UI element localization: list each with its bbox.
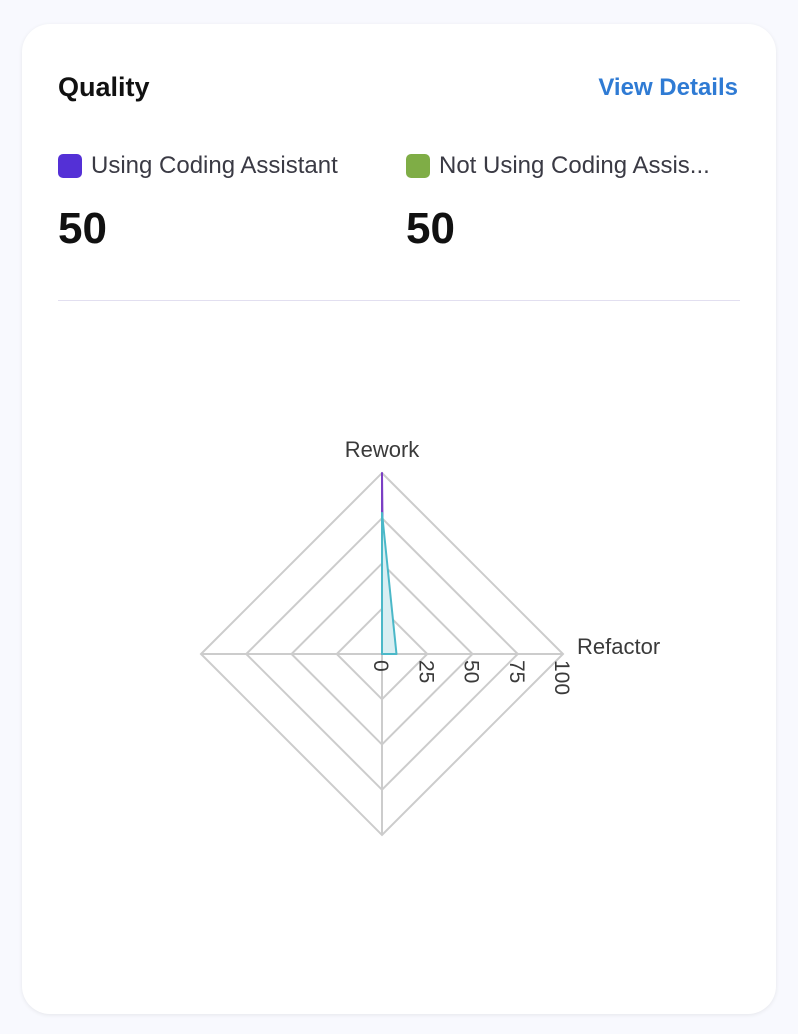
legend-item-using[interactable]: Using Coding Assistant [58, 152, 338, 180]
axis-label: Rework [345, 437, 421, 462]
tick-label: 0 [369, 660, 392, 672]
quality-card: Quality View Details Using Coding Assist… [22, 24, 776, 1014]
axis-label: Refactor [577, 634, 660, 659]
metric-value-not-using: 50 [406, 204, 455, 253]
legend-swatch [58, 154, 82, 178]
legend-label: Using Coding Assistant [91, 152, 338, 179]
legend-label: Not Using Coding Assis... [439, 152, 710, 179]
tick-label: 75 [505, 660, 528, 683]
tick-label: 50 [460, 660, 483, 683]
view-details-link[interactable]: View Details [598, 74, 738, 101]
card-title: Quality [58, 72, 150, 102]
divider [58, 300, 740, 301]
tick-label: 25 [414, 660, 437, 683]
metric-value-using: 50 [58, 204, 107, 253]
legend-item-not-using[interactable]: Not Using Coding Assis... [406, 152, 740, 180]
tick-label: 100 [550, 660, 573, 695]
series-1-area [381, 511, 398, 655]
legend-swatch [406, 154, 430, 178]
